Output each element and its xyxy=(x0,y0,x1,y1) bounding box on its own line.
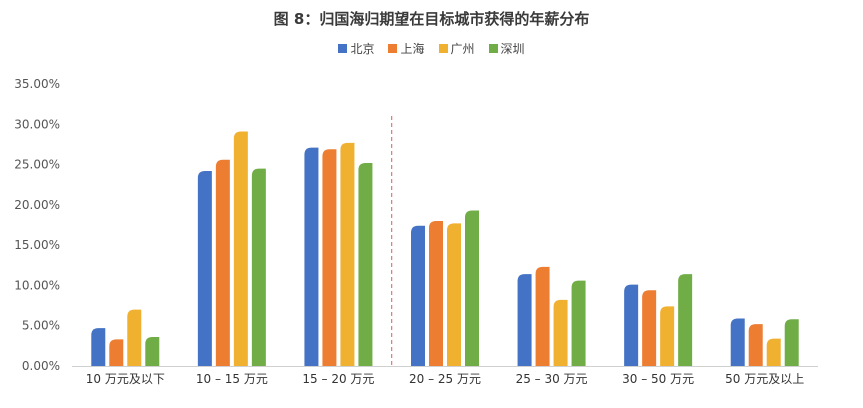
y-tick-label: 15.00% xyxy=(14,238,60,252)
legend-swatch xyxy=(438,44,448,53)
x-tick-label: 25 – 30 万元 xyxy=(516,372,588,386)
bar xyxy=(411,225,425,366)
y-tick-label: 0.00% xyxy=(22,359,60,373)
bar xyxy=(465,210,479,366)
bar xyxy=(678,274,693,366)
legend-item: 广州 xyxy=(438,40,475,57)
bar xyxy=(730,318,745,366)
bar xyxy=(535,266,550,366)
bar xyxy=(145,336,160,366)
chart-title: 图 8：归国海归期望在目标城市获得的年薪分布 xyxy=(273,10,590,28)
legend-label: 深圳 xyxy=(500,42,525,56)
bar xyxy=(784,319,799,366)
legend-swatch xyxy=(488,44,498,53)
bar xyxy=(429,220,443,366)
bar xyxy=(127,309,142,366)
bar xyxy=(358,162,373,366)
legend-label: 北京 xyxy=(350,42,375,56)
bar xyxy=(251,168,266,366)
y-tick-label: 20.00% xyxy=(14,198,60,212)
y-tick-label: 5.00% xyxy=(22,319,60,333)
x-tick-label: 20 – 25 万元 xyxy=(409,372,481,386)
y-tick-label: 35.00% xyxy=(14,77,60,91)
bar xyxy=(748,324,763,366)
x-tick-label: 30 – 50 万元 xyxy=(622,372,694,386)
bar xyxy=(447,223,461,366)
bar xyxy=(233,131,248,366)
bar xyxy=(109,339,124,366)
legend-swatch xyxy=(388,44,398,53)
y-tick-label: 10.00% xyxy=(14,278,60,292)
legend-label: 广州 xyxy=(450,42,475,56)
legend-label: 上海 xyxy=(400,42,425,56)
bar xyxy=(197,171,212,366)
legend: 北京 上海 广州 深圳 xyxy=(0,40,863,57)
bar xyxy=(304,147,319,366)
legend-item: 深圳 xyxy=(488,40,525,57)
bar xyxy=(766,338,781,366)
bar xyxy=(624,284,639,366)
bar xyxy=(215,159,230,366)
legend-item: 上海 xyxy=(388,40,425,57)
bar xyxy=(340,142,355,366)
x-tick-label: 10 – 15 万元 xyxy=(196,372,268,386)
legend-swatch xyxy=(338,44,348,53)
x-tick-label: 10 万元及以下 xyxy=(86,372,165,386)
bar xyxy=(91,328,106,366)
bar xyxy=(517,274,532,366)
bar xyxy=(322,149,337,366)
x-tick-label: 15 – 20 万元 xyxy=(302,372,374,386)
bar xyxy=(553,299,568,366)
bar xyxy=(660,306,675,366)
y-tick-label: 25.00% xyxy=(14,158,60,172)
bar xyxy=(642,290,657,366)
x-tick-label: 50 万元及以上 xyxy=(725,372,804,386)
bar xyxy=(571,280,586,366)
y-tick-label: 30.00% xyxy=(14,117,60,131)
legend-item: 北京 xyxy=(338,40,374,57)
